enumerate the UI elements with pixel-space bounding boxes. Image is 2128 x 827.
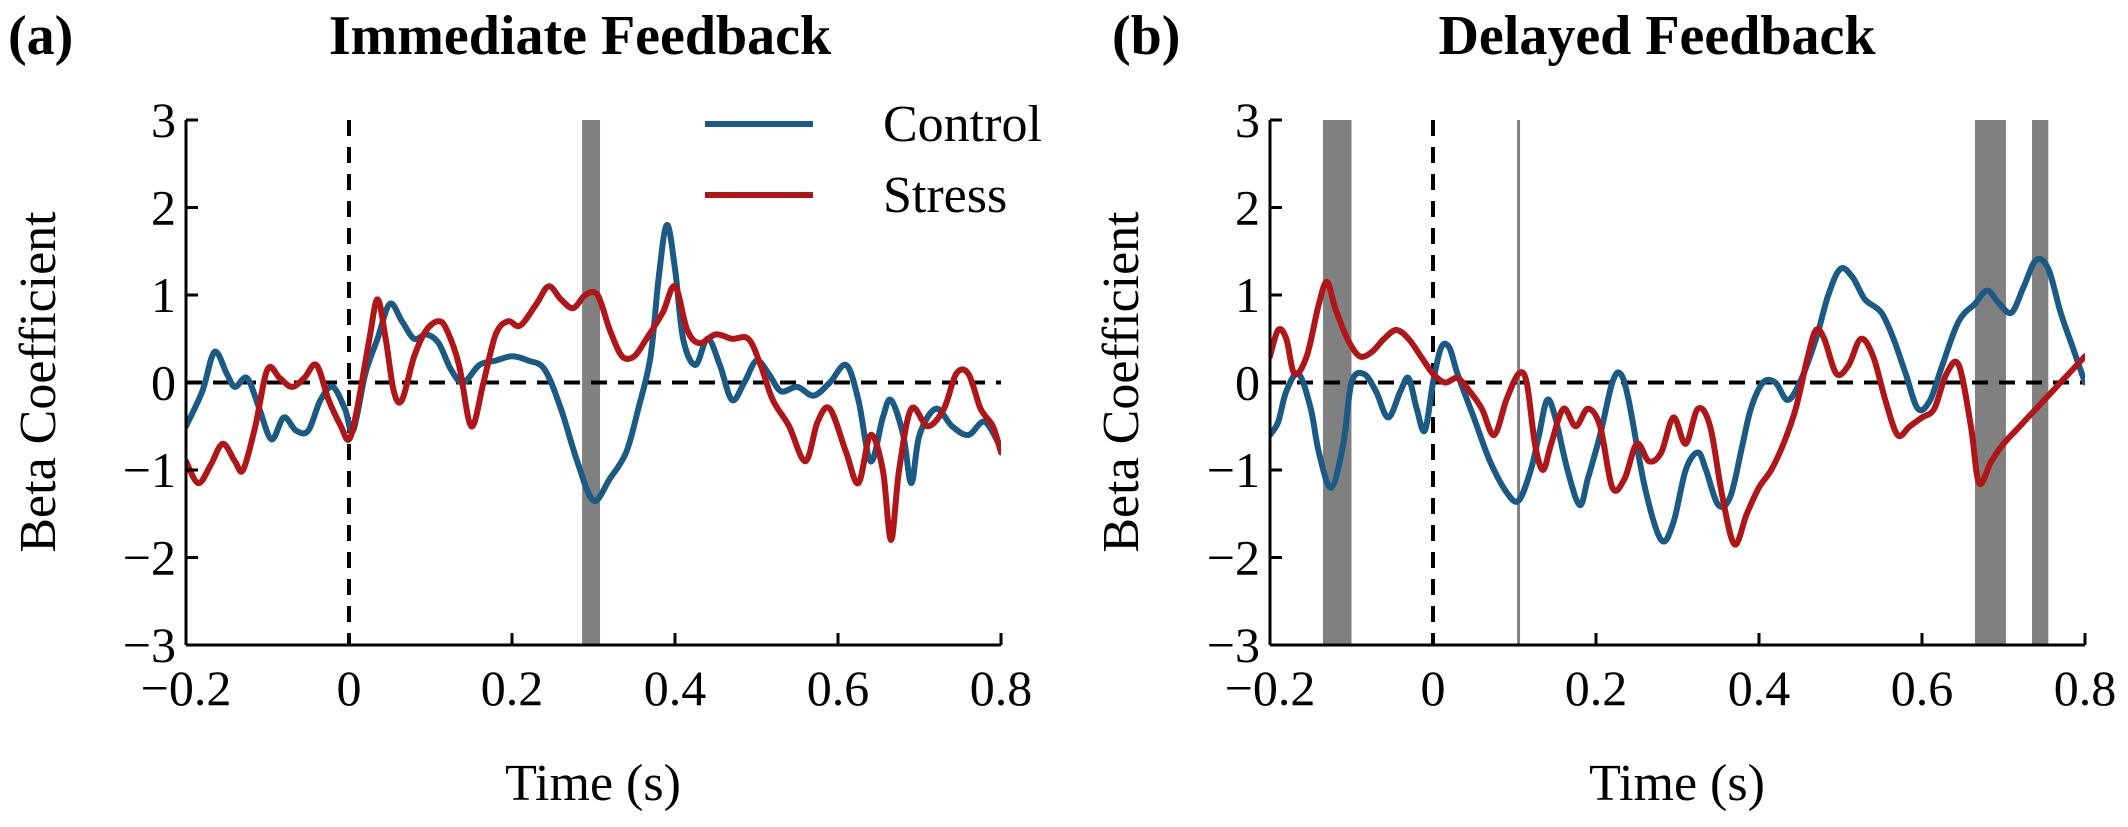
y-tick-label: −2 <box>123 530 176 586</box>
x-tick-label: −0.2 <box>141 660 232 716</box>
y-tick-label: −1 <box>123 442 176 498</box>
x-tick-label: 0.6 <box>807 660 870 716</box>
axes <box>184 118 1003 647</box>
series-lines <box>186 221 1001 543</box>
x-tick-label: 0.2 <box>1565 660 1628 716</box>
y-tick-label: 0 <box>1235 355 1260 411</box>
panel-label-b: (b) <box>1112 5 1180 67</box>
y-tick-label: −1 <box>1207 442 1260 498</box>
y-tick-label: 1 <box>1235 267 1260 323</box>
chart-title-b: Delayed Feedback <box>1438 5 1876 67</box>
series-line-control <box>1270 255 2085 545</box>
y-tick-labels: −3 −2 −1 0 1 2 3 <box>1207 92 1260 673</box>
y-axis-label-b: Beta Coefficient <box>1093 211 1150 553</box>
y-tick-label: −3 <box>123 617 176 673</box>
y-tick-label: 1 <box>151 267 176 323</box>
series-lines <box>1270 255 2085 548</box>
y-tick-label: −2 <box>1207 530 1260 586</box>
y-tick-labels: −3 −2 −1 0 1 2 3 <box>123 92 176 673</box>
x-tick-label: 0.8 <box>2054 660 2117 716</box>
x-tick-label: 0 <box>1421 660 1446 716</box>
series-line-stress <box>1270 278 2085 548</box>
x-tick-label: 0.6 <box>1891 660 1954 716</box>
y-tick-label: 0 <box>151 355 176 411</box>
series-line-control <box>186 221 1001 504</box>
panel-delayed-feedback: −0.2 0 0.2 0.4 0.6 0.8 −3 −2 −1 0 1 2 3 (b) Delayed… <box>1093 5 2116 812</box>
panel-immediate-feedback: −0.2 0 0.2 0.4 0.6 0.8 −3 −2 −1 0 1 2 3 (a) Immedia… <box>8 5 1042 812</box>
legend-label-control: Control <box>883 96 1042 153</box>
panel-label-a: (a) <box>8 5 73 67</box>
x-tick-labels: −0.2 0 0.2 0.4 0.6 0.8 <box>1225 660 2117 716</box>
x-tick-label: 0 <box>337 660 362 716</box>
y-tick-label: 2 <box>151 180 176 236</box>
y-axis-label-a: Beta Coefficient <box>10 211 67 553</box>
x-axis-label-b: Time (s) <box>1589 755 1765 812</box>
y-tick-label: 3 <box>1235 92 1260 148</box>
legend-label-stress: Stress <box>883 167 1007 224</box>
axes <box>1268 118 2087 647</box>
y-tick-label: −3 <box>1207 617 1260 673</box>
x-tick-label: 0.4 <box>644 660 707 716</box>
x-tick-labels: −0.2 0 0.2 0.4 0.6 0.8 <box>141 660 1033 716</box>
x-tick-label: −0.2 <box>1225 660 1316 716</box>
legend: Control Stress <box>705 96 1042 224</box>
y-tick-label: 2 <box>1235 180 1260 236</box>
x-tick-label: 0.8 <box>970 660 1033 716</box>
y-tick-label: 3 <box>151 92 176 148</box>
x-tick-label: 0.4 <box>1728 660 1791 716</box>
chart-title-a: Immediate Feedback <box>329 5 832 67</box>
x-tick-label: 0.2 <box>481 660 544 716</box>
series-line-stress <box>186 283 1001 543</box>
x-axis-label-a: Time (s) <box>505 755 681 812</box>
